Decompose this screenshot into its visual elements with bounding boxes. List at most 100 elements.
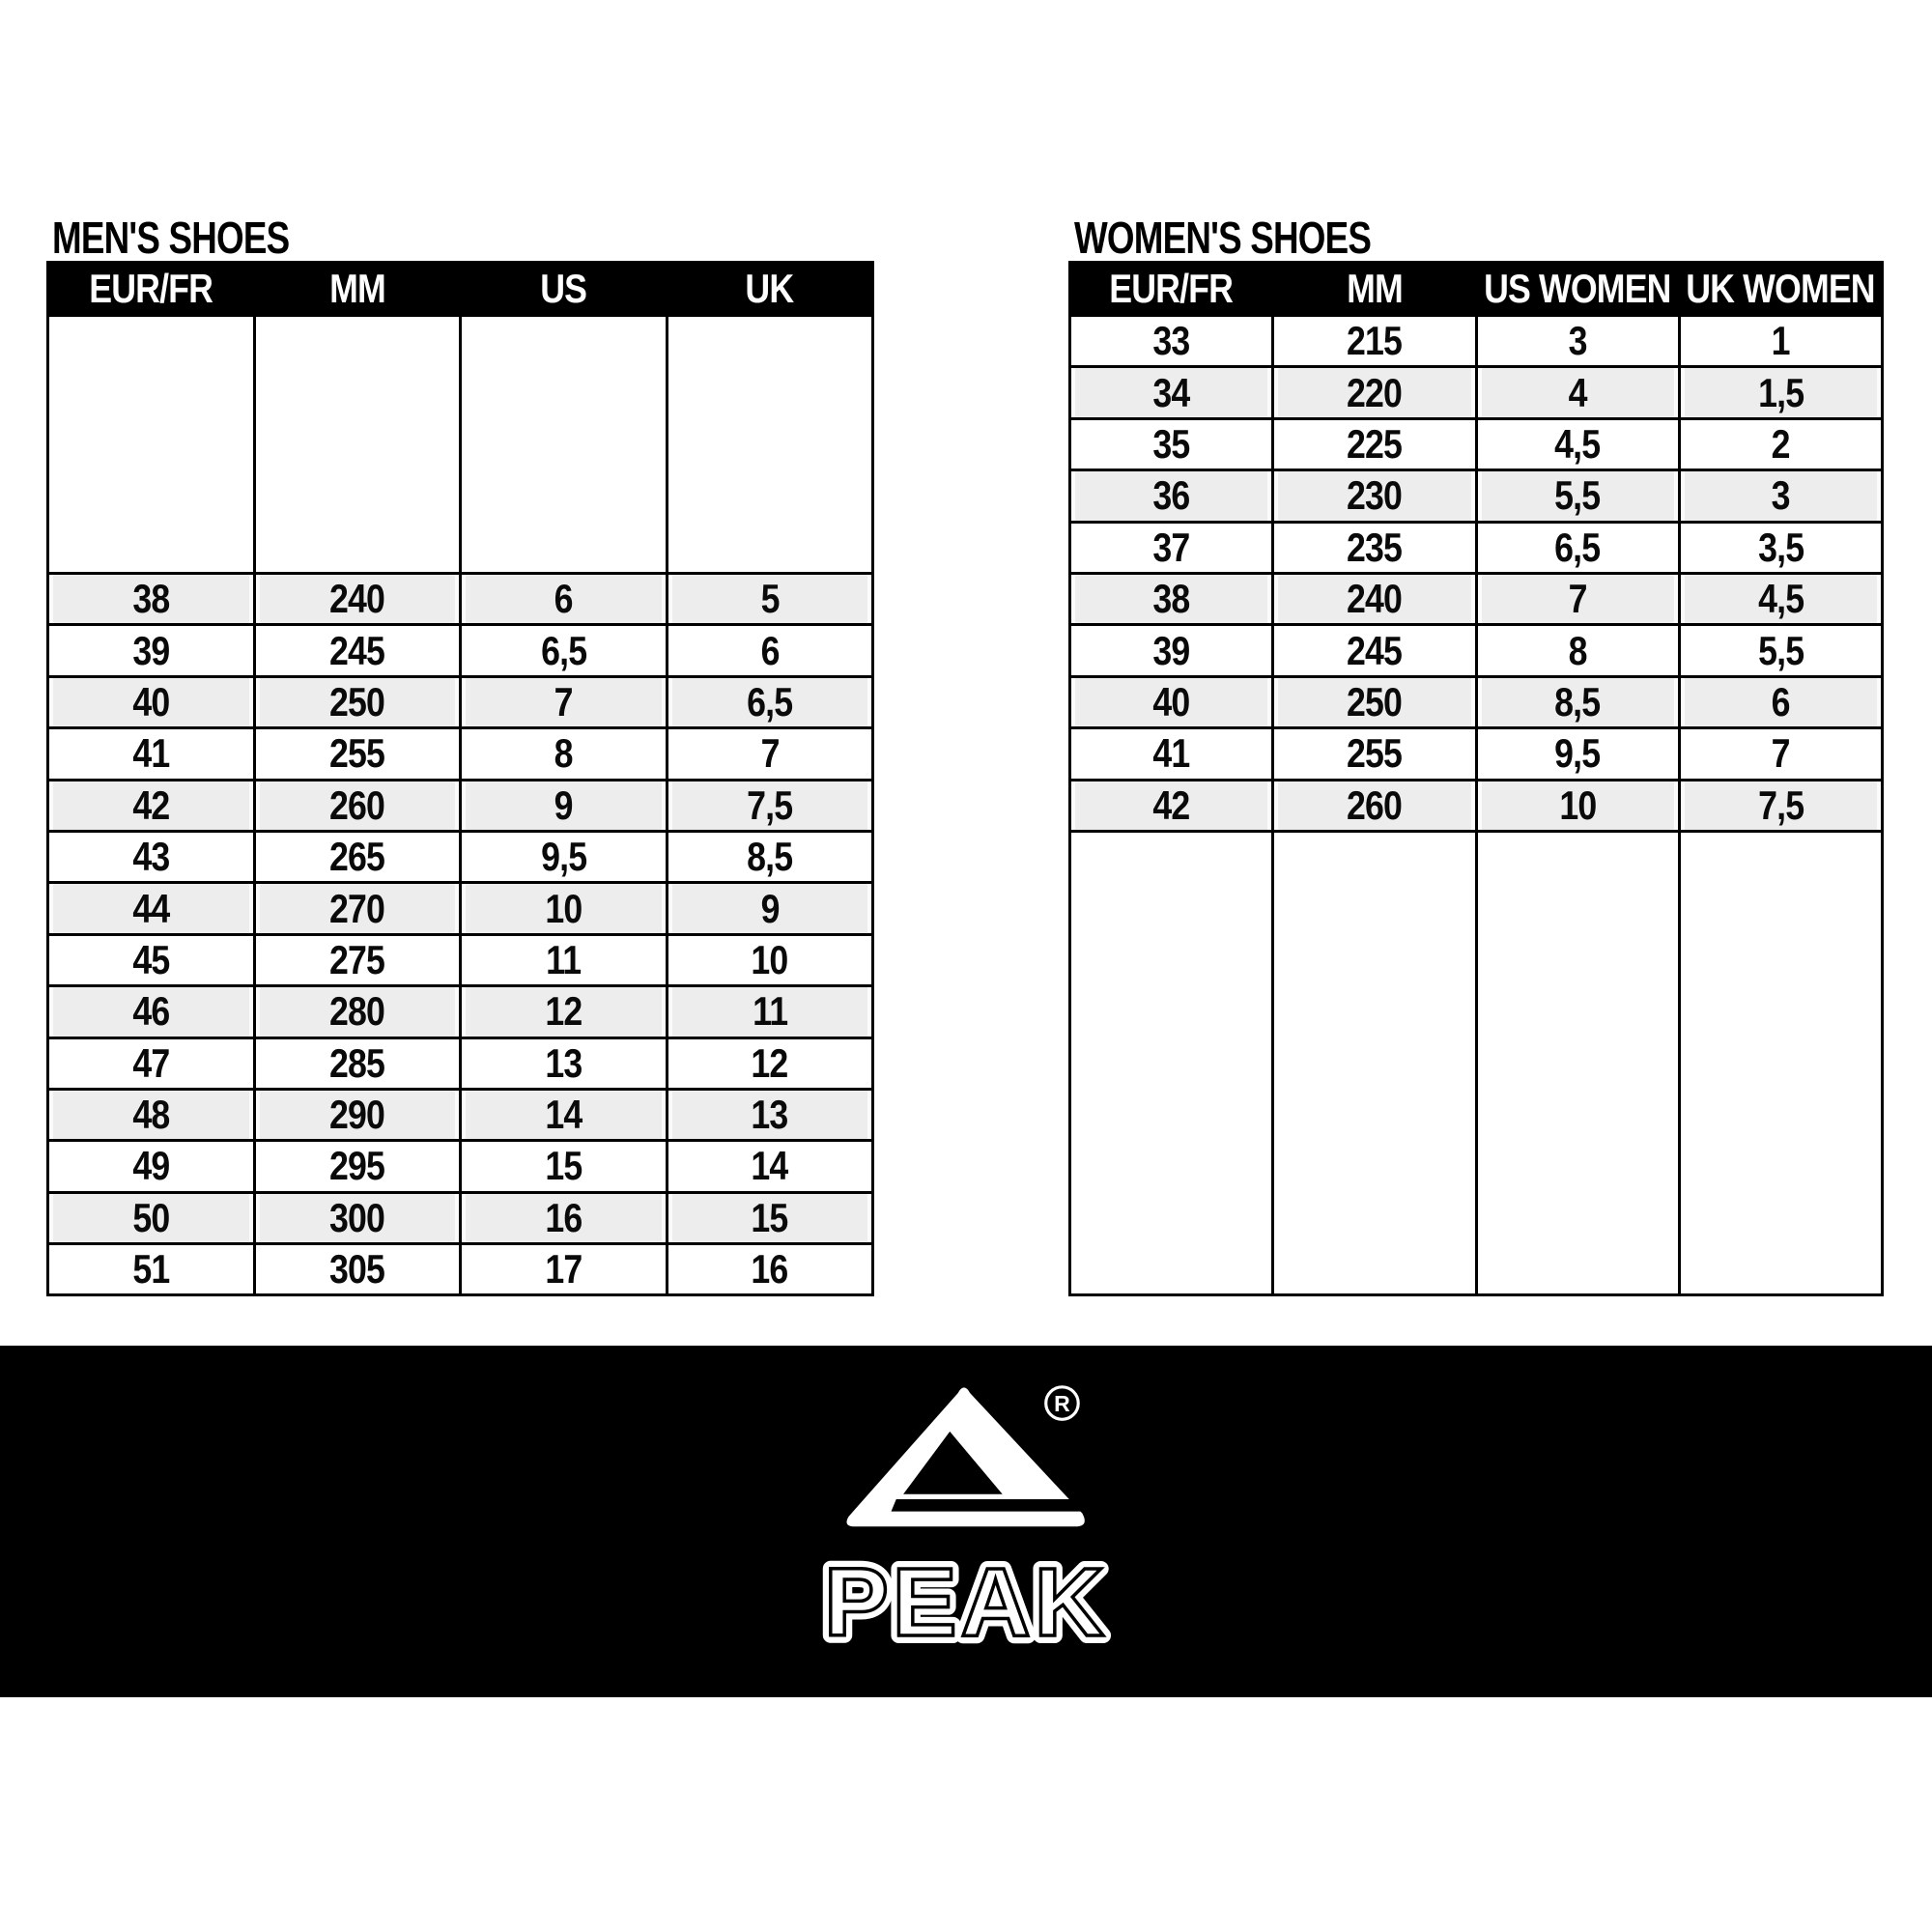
table-cell: 51 [49,1245,256,1297]
table-cell: 42 [49,781,256,833]
table-cell: 34 [1071,368,1275,420]
table-cell: 8 [462,729,668,781]
column-header: UK [668,264,874,317]
peak-wordmark: PEAK PEAK [816,1548,1112,1659]
table-cell: 225 [1274,419,1478,472]
table-cell: 295 [255,1142,462,1194]
table-cell: 5,5 [1477,471,1681,524]
table-cell: 46 [49,987,256,1039]
womens-size-section: WOMEN'S SHOES EUR/FR MM US WOMEN UK WOME… [1068,213,1884,1296]
table-cell: 9,5 [1477,729,1681,781]
table-cell: 220 [1274,368,1478,420]
table-cell: 9 [668,884,874,936]
table-cell: 41 [1071,729,1275,781]
table-cell: 44 [49,884,256,936]
table-cell: 285 [255,1038,462,1091]
table-cell: 5,5 [1680,626,1884,678]
table-cell: 10 [668,935,874,988]
table-cell: 47 [49,1038,256,1091]
column-header: US [462,264,668,317]
table-cell: 9 [462,781,668,833]
column-header: EUR/FR [1071,264,1275,317]
table-cell: 40 [1071,677,1275,730]
table-cell: 42 [1071,781,1275,833]
table-cell: 6,5 [668,677,874,730]
table-cell: 7 [1680,729,1884,781]
table-cell: 43 [49,832,256,885]
empty-cell [255,317,462,575]
womens-size-table: EUR/FR MM US WOMEN UK WOMEN 33 215 3 1 34 220… [1068,261,1884,1296]
table-cell: 15 [462,1142,668,1194]
table-cell: 6,5 [462,626,668,678]
empty-cell [1477,832,1681,1296]
table-cell: 50 [49,1193,256,1246]
table-cell: 3 [1680,471,1884,524]
table-cell: 16 [668,1245,874,1297]
table-cell: 215 [1274,317,1478,369]
table-cell: 1,5 [1680,368,1884,420]
mens-size-section: MEN'S SHOES EUR/FR MM US UK 38 240 6 5 39 245… [46,213,874,1297]
column-header: US WOMEN [1477,264,1681,317]
womens-table-title: WOMEN'S SHOES [1074,213,1372,263]
table-cell: 6 [1680,677,1884,730]
table-cell: 37 [1071,523,1275,575]
table-cell: 14 [668,1142,874,1194]
column-header: MM [1274,264,1478,317]
table-cell: 7 [462,677,668,730]
table-cell: 240 [1274,574,1478,627]
table-cell: 4,5 [1477,419,1681,472]
peak-triangle-logo-icon: R [846,1385,1095,1527]
table-cell: 4,5 [1680,574,1884,627]
table-cell: 290 [255,1090,462,1143]
table-cell: 7,5 [668,781,874,833]
table-cell: 45 [49,935,256,988]
empty-cell [462,317,668,575]
table-cell: 48 [49,1090,256,1143]
table-cell: 235 [1274,523,1478,575]
table-cell: 275 [255,935,462,988]
table-cell: 2 [1680,419,1884,472]
table-cell: 245 [255,626,462,678]
table-cell: 13 [668,1090,874,1143]
table-cell: 6 [462,575,668,627]
table-cell: 49 [49,1142,256,1194]
table-cell: 4 [1477,368,1681,420]
peak-logo: R PEAK PEAK [765,1378,1167,1659]
table-cell: 245 [1274,626,1478,678]
table-cell: 39 [1071,626,1275,678]
table-cell: 240 [255,575,462,627]
table-cell: 11 [462,935,668,988]
svg-text:R: R [1054,1391,1070,1416]
table-cell: 265 [255,832,462,885]
empty-cell [1274,832,1478,1296]
registered-trademark-icon: R [1044,1385,1080,1421]
table-cell: 36 [1071,471,1275,524]
table-cell: 38 [1071,574,1275,627]
peak-wordmark-outline: PEAK [824,1548,1108,1657]
table-cell: 7,5 [1680,781,1884,833]
table-cell: 8 [1477,626,1681,678]
table-cell: 7 [668,729,874,781]
brand-banner: R PEAK PEAK [0,1346,1932,1697]
table-cell: 6,5 [1477,523,1681,575]
table-cell: 16 [462,1193,668,1246]
table-cell: 38 [49,575,256,627]
table-cell: 260 [1274,781,1478,833]
table-cell: 12 [462,987,668,1039]
table-cell: 13 [462,1038,668,1091]
table-cell: 250 [255,677,462,730]
table-cell: 12 [668,1038,874,1091]
peak-wordmark-text: PEAK [824,1548,1108,1657]
table-cell: 300 [255,1193,462,1246]
table-cell: 39 [49,626,256,678]
empty-cell [49,317,256,575]
table-cell: 3 [1477,317,1681,369]
table-cell: 15 [668,1193,874,1246]
table-cell: 255 [1274,729,1478,781]
table-cell: 1 [1680,317,1884,369]
column-header: EUR/FR [49,264,256,317]
table-cell: 33 [1071,317,1275,369]
column-header: MM [255,264,462,317]
table-cell: 230 [1274,471,1478,524]
